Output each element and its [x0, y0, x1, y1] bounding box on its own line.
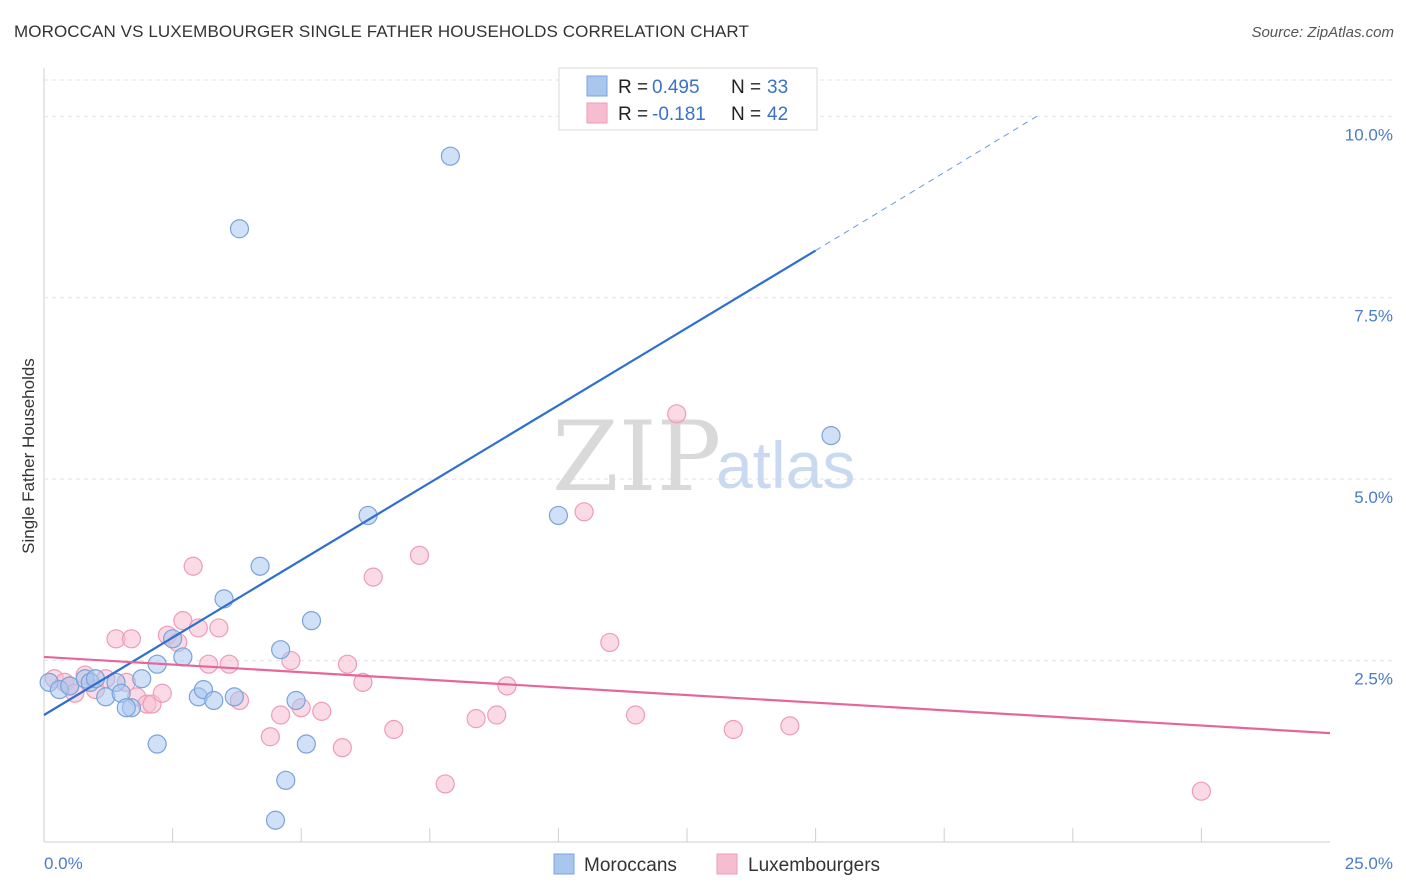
- legend-swatch-moroccans: [586, 75, 608, 97]
- moroccans-point: [286, 690, 306, 711]
- moroccans-point: [116, 698, 136, 718]
- moroccans-point: [265, 810, 286, 830]
- luxembourgers-point: [183, 556, 203, 576]
- bottom-legend-label-moroccans: Moroccans: [584, 855, 677, 876]
- legend-r-value-1: 0.495: [652, 77, 700, 98]
- bottom-legend-swatch-luxembourgers: [716, 853, 738, 875]
- moroccans-point: [204, 690, 224, 711]
- luxembourgers-point: [466, 709, 486, 729]
- legend-r-value-2: -0.181: [652, 104, 706, 125]
- luxembourgers-point: [199, 654, 219, 674]
- luxembourgers-point: [667, 404, 687, 424]
- moroccans-trend-extension: [815, 115, 1038, 251]
- moroccans-point: [548, 505, 569, 526]
- x-ticks: [172, 828, 1202, 842]
- moroccans-point: [276, 770, 296, 790]
- trend-lines: [43, 115, 1331, 735]
- moroccans-point: [821, 426, 841, 446]
- legend-n-label-1: N =: [731, 77, 761, 98]
- luxembourgers-point: [435, 774, 455, 794]
- luxembourgers-point: [723, 719, 743, 740]
- moroccans-point: [132, 669, 152, 689]
- luxembourgers-point: [487, 705, 507, 725]
- y-axis-label: Single Father Households: [19, 358, 38, 554]
- y-tick-label: 10.0%: [1345, 125, 1393, 144]
- luxembourgers-point: [260, 727, 280, 747]
- legend-n-label-2: N =: [731, 104, 761, 125]
- luxembourgers-point: [384, 719, 404, 740]
- luxembourgers-point: [363, 567, 383, 587]
- legend-n-value-2: 42: [767, 104, 788, 125]
- luxembourgers-point: [497, 676, 517, 696]
- y-tick-labels: 2.5% 5.0% 7.5% 10.0%: [1345, 125, 1393, 688]
- luxembourgers-point: [271, 705, 291, 725]
- luxembourgers-point: [332, 738, 352, 758]
- bottom-legend-label-luxembourgers: Luxembourgers: [748, 855, 880, 876]
- luxembourgers-point: [574, 502, 594, 522]
- moroccans-trend-line: [43, 249, 817, 716]
- moroccans-point: [224, 687, 244, 707]
- legend-r-label-1: R =: [618, 77, 648, 98]
- y-tick-label: 5.0%: [1354, 488, 1393, 507]
- luxembourgers-point: [152, 683, 172, 703]
- moroccans-point: [229, 219, 250, 239]
- moroccans-point: [60, 676, 80, 696]
- watermark-zip: ZIP: [552, 401, 721, 513]
- luxembourgers-point: [173, 611, 193, 631]
- luxembourgers-point: [121, 629, 142, 649]
- moroccans-point: [173, 647, 193, 667]
- luxembourgers-point: [337, 654, 358, 674]
- x-tick-label-max: 25.0%: [1345, 854, 1393, 873]
- gridlines: [44, 79, 1393, 662]
- bottom-legend-swatch-moroccans: [553, 853, 575, 875]
- legend-r-label-2: R =: [618, 104, 648, 125]
- luxembourgers-point: [600, 632, 620, 653]
- chart-title: MOROCCAN VS LUXEMBOURGER SINGLE FATHER H…: [14, 22, 749, 41]
- luxembourgers-point: [409, 545, 430, 565]
- luxembourgers-point: [312, 701, 332, 721]
- moroccans-point: [214, 589, 234, 609]
- series-legend: Moroccans Luxembourgers: [553, 853, 880, 876]
- moroccans-point: [271, 640, 291, 660]
- moroccans-point: [147, 734, 167, 754]
- luxembourgers-point: [780, 716, 800, 736]
- correlation-legend: R = 0.495 N = 33 R = -0.181 N = 42: [558, 67, 818, 131]
- moroccans-point: [296, 734, 316, 754]
- luxembourgers-trend-line: [43, 655, 1331, 735]
- source-label: Source: ZipAtlas.com: [1251, 24, 1394, 41]
- luxembourgers-point: [625, 705, 646, 725]
- luxembourgers-point: [1191, 781, 1212, 801]
- moroccans-point: [440, 146, 460, 166]
- luxembourgers-point: [219, 654, 239, 674]
- y-tick-label: 7.5%: [1354, 307, 1393, 326]
- legend-swatch-luxembourgers: [586, 102, 608, 124]
- legend-n-value-1: 33: [767, 77, 788, 98]
- y-tick-label: 2.5%: [1354, 670, 1393, 689]
- luxembourgers-point: [209, 618, 229, 638]
- moroccans-point: [250, 556, 270, 576]
- x-tick-label-min: 0.0%: [44, 854, 83, 873]
- luxembourgers-point: [353, 672, 373, 692]
- moroccans-points: [39, 146, 841, 830]
- moroccans-point: [301, 611, 322, 631]
